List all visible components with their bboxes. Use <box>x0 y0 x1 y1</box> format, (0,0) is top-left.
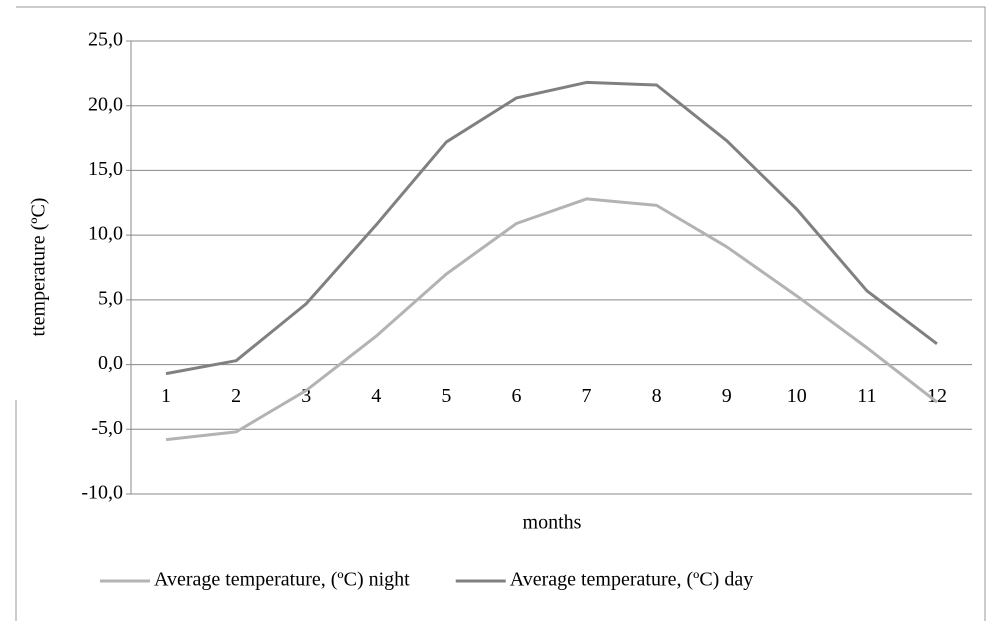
x-tick-label: 2 <box>231 385 241 407</box>
x-tick-label: 8 <box>652 385 662 407</box>
series-line <box>165 80 938 376</box>
legend-label: Average temperature, (ºC) day <box>510 569 754 591</box>
x-tick-label: 12 <box>927 385 947 407</box>
y-tick-label: 15,0 <box>88 158 123 180</box>
x-tick-label: 5 <box>441 385 451 407</box>
y-tick-label: 10,0 <box>88 223 123 245</box>
legend-label: Average temperature, (ºC) night <box>154 569 410 591</box>
x-tick-label: 9 <box>722 385 732 407</box>
x-tick-label: 4 <box>371 385 381 407</box>
y-axis-label: ttemperature (ºC) <box>28 198 50 337</box>
x-tick-label: 6 <box>511 385 521 407</box>
frame <box>15 6 986 621</box>
y-tick-label: -10,0 <box>81 482 123 504</box>
y-tick-label: 20,0 <box>88 93 123 115</box>
x-tick-label: 7 <box>582 385 592 407</box>
x-axis-label: months <box>523 512 582 534</box>
y-tick-label: 0,0 <box>98 352 123 374</box>
y-tick-label: 25,0 <box>88 29 123 51</box>
series-line <box>165 197 938 442</box>
y-tick-label: -5,0 <box>91 417 123 439</box>
y-tick-label: 5,0 <box>98 287 123 309</box>
x-tick-label: 10 <box>787 385 807 407</box>
x-tick-label: 3 <box>301 385 311 407</box>
x-tick-label: 1 <box>161 385 171 407</box>
x-tick-label: 11 <box>857 385 876 407</box>
